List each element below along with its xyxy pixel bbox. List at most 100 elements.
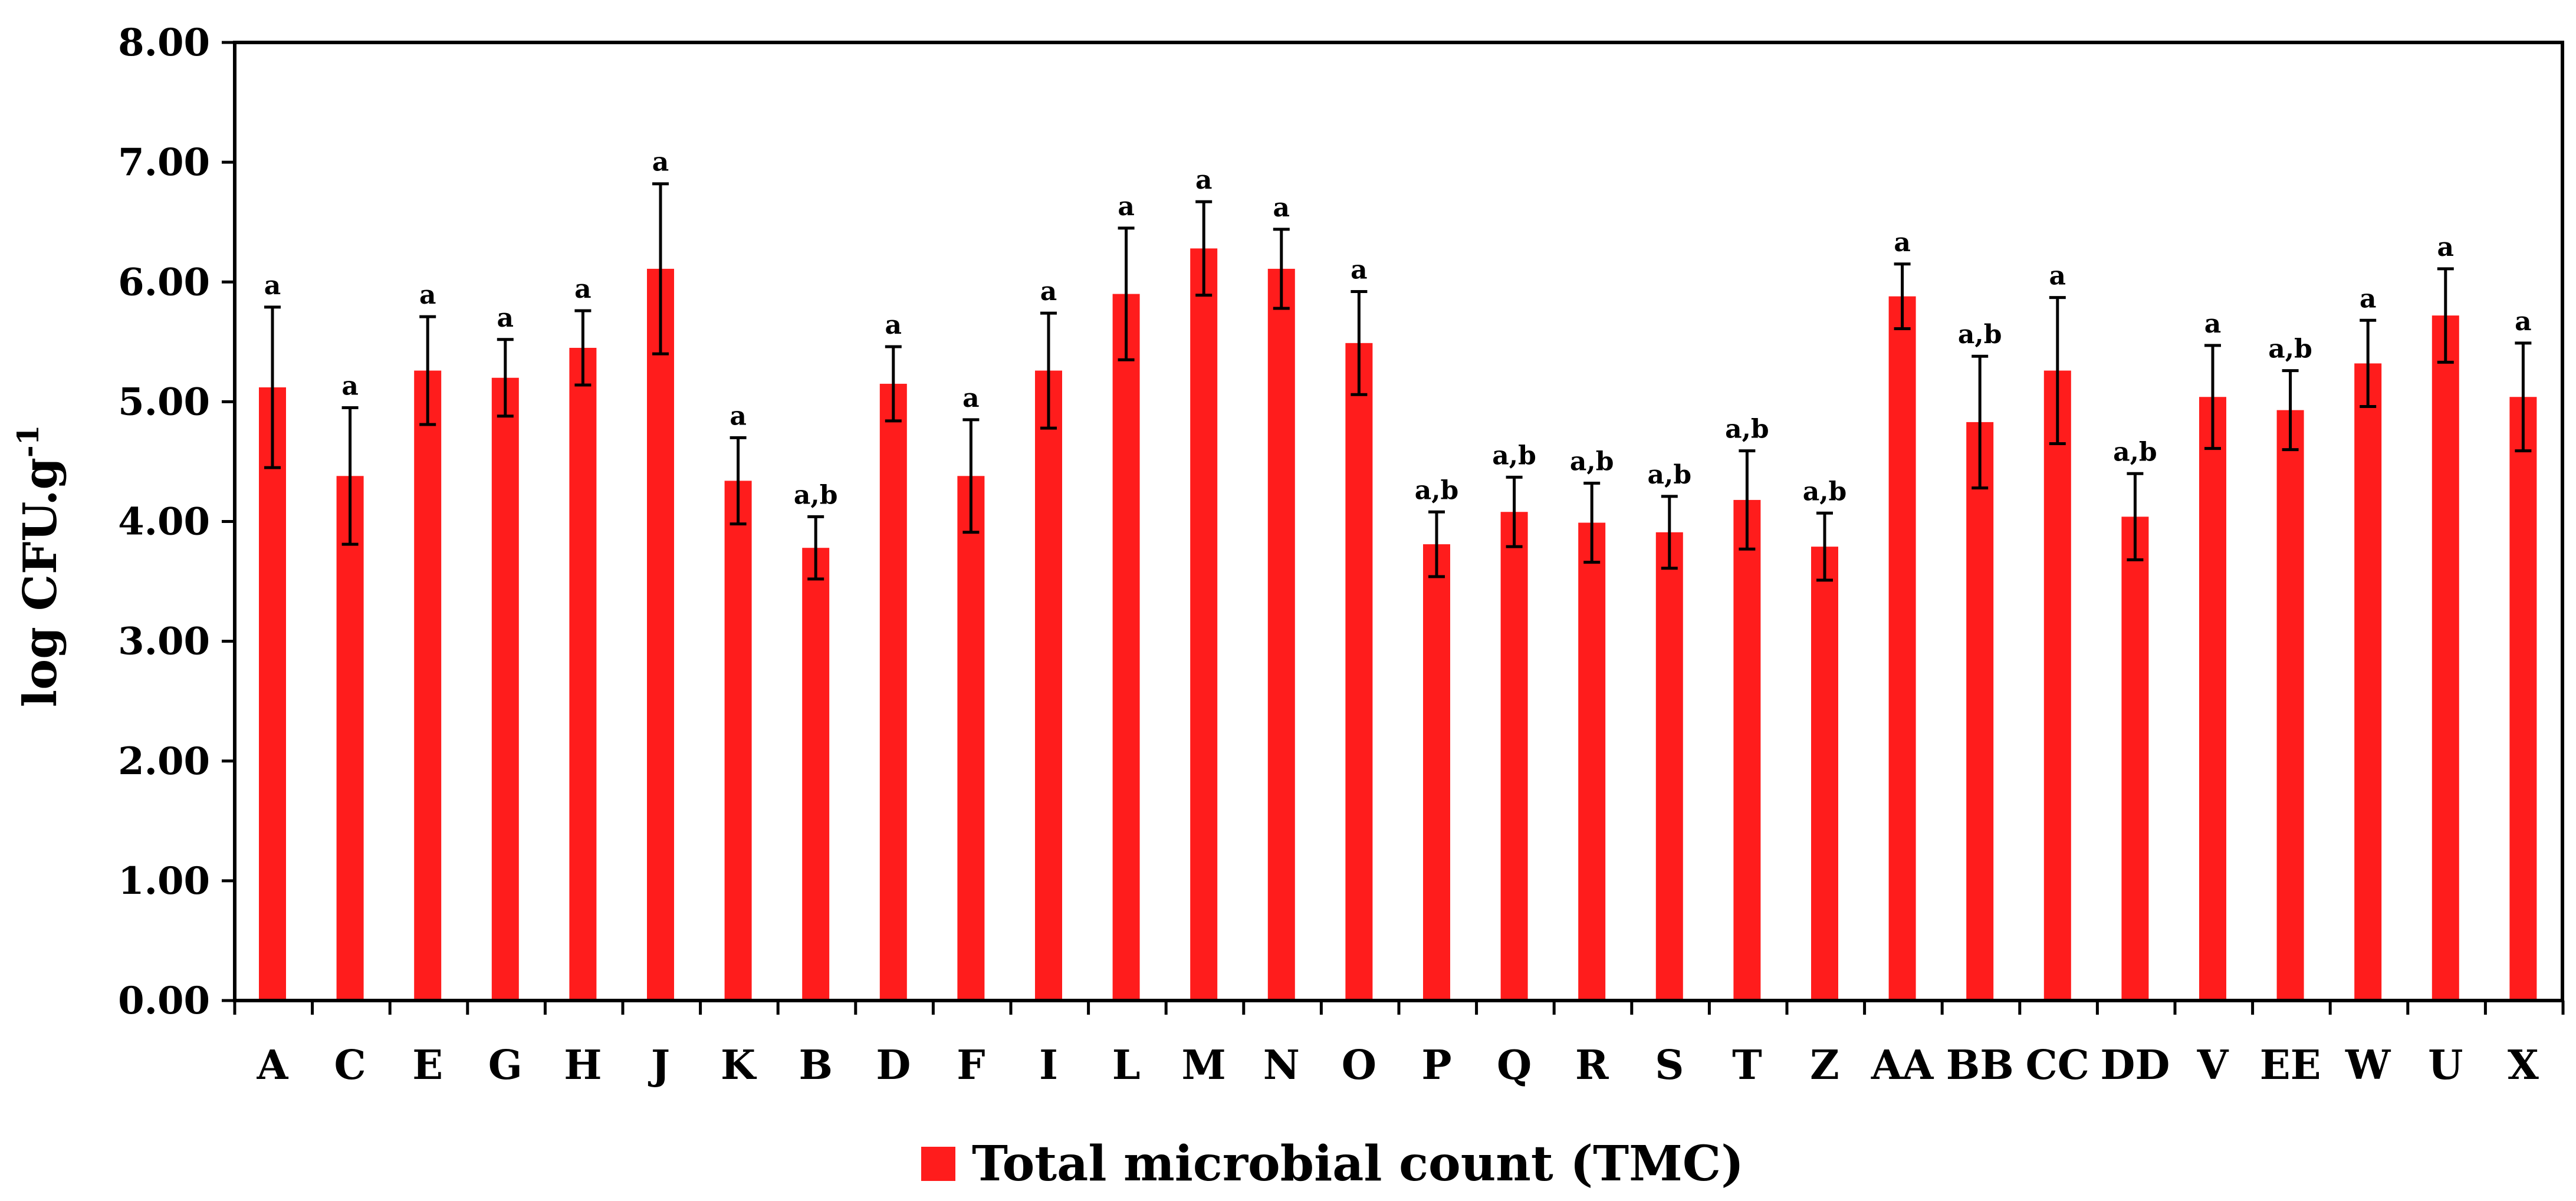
significance-label-EE: a,b [2268,334,2312,364]
error-bar-R [1583,482,1601,564]
bar-Z [1811,547,1838,1001]
x-tick-label-H: H [564,1042,602,1089]
error-bar-T [1739,449,1756,551]
x-tick-label-C: C [334,1042,366,1089]
x-tick-label-N: N [1263,1042,1300,1089]
error-bars-group [264,182,2532,582]
x-tick-label-R: R [1575,1042,1609,1089]
significance-label-F: a [962,383,980,413]
x-tick-label-P: P [1421,1042,1451,1089]
significance-label-I: a [1040,277,1057,307]
significance-label-T: a,b [1725,414,1769,445]
x-tick-label-O: O [1342,1042,1376,1089]
bar-I [1035,370,1062,1001]
bar-DD [2121,516,2149,1001]
significance-label-P: a,b [1415,475,1459,505]
error-bar-E [419,315,436,426]
error-bar-EE [2282,369,2299,452]
significance-label-S: a,b [1648,460,1692,490]
bars-group [259,248,2537,1001]
bar-W [2354,363,2382,1001]
error-bar-N [1273,228,1290,310]
y-tick-label: 1.00 [118,859,210,903]
x-tick-label-M: M [1182,1042,1226,1089]
significance-label-V: a [2204,309,2222,339]
bar-AA [1888,296,1916,1001]
significance-label-K: a [730,401,747,431]
error-bar-O [1351,290,1368,396]
significance-label-Z: a,b [1803,476,1847,506]
significance-label-N: a [1273,193,1290,223]
x-tick-label-B: B [799,1042,832,1089]
y-tick-label: 4.00 [118,500,210,544]
x-tick-label-U: U [2428,1042,2463,1089]
bar-D [879,383,907,1001]
legend-swatch [921,1147,955,1181]
significance-label-C: a [341,371,359,402]
error-bar-U [2437,267,2454,364]
significance-label-M: a [1195,165,1213,195]
y-tick-label: 7.00 [118,140,210,185]
error-bar-Q [1506,475,1523,548]
bar-J [647,268,674,1001]
error-bar-BB [1972,354,1989,490]
x-tick-label-T: T [1732,1042,1762,1089]
bar-A [259,387,286,1001]
x-tick-label-J: J [648,1042,670,1089]
significance-label-A: a [264,271,281,301]
y-axis-label-superscript: -1 [11,425,45,458]
error-bar-I [1040,311,1057,430]
error-bar-B [807,515,824,581]
y-tick-label: 3.00 [118,620,210,664]
bar-S [1655,532,1683,1001]
x-tick-label-K: K [721,1042,757,1089]
significance-label-O: a [1351,255,1368,285]
significance-label-L: a [1118,192,1135,222]
error-bar-P [1428,510,1445,578]
error-bar-K [730,436,747,526]
y-tick-label: 5.00 [118,380,210,424]
x-tick-label-DD: DD [2100,1042,2170,1089]
y-tick-label: 6.00 [118,260,210,304]
error-bar-D [885,345,902,423]
bar-Q [1500,512,1528,1001]
axes-group [222,41,2565,1015]
bar-U [2432,315,2459,1001]
x-tick-label-EE: EE [2260,1042,2321,1089]
bar-N [1267,268,1295,1001]
significance-labels-group: a a a a a a a a,b a a a a a a a a,b a,b a,b a,b a,b a,b a a,b a… [264,147,2532,511]
error-bar-M [1195,200,1213,297]
error-bar-J [652,182,669,356]
x-tick-label-G: G [488,1042,523,1089]
bar-H [569,347,597,1001]
error-bar-L [1118,226,1135,361]
significance-label-BB: a,b [1958,320,2002,350]
error-bar-F [962,418,980,534]
x-tick-label-Q: Q [1497,1042,1532,1089]
error-bar-C [341,406,359,546]
bar-V [2199,397,2226,1001]
significance-label-AA: a [1894,228,1911,258]
bar-CC [2043,370,2071,1001]
error-bar-S [1661,495,1678,570]
x-tick-label-V: V [2197,1042,2229,1089]
significance-label-DD: a,b [2113,437,2157,467]
x-tick-label-L: L [1112,1042,1141,1089]
x-tick-label-F: F [957,1042,985,1089]
bar-T [1733,499,1761,1001]
significance-label-E: a [419,280,436,310]
significance-label-R: a,b [1570,447,1614,477]
x-category-labels-group: A C E G H J K B D F I L M N O P Q R S T Z AA BB CC DD V EE W U X [257,1042,2539,1089]
significance-label-Q: a,b [1492,440,1536,470]
bar-F [957,476,985,1001]
significance-label-D: a [885,310,902,340]
significance-label-H: a [574,274,592,304]
x-tick-label-E: E [412,1042,443,1089]
bar-C [336,476,364,1001]
bar-E [414,370,442,1001]
bar-R [1578,522,1606,1001]
y-tick-labels-group: 0.00 1.00 2.00 3.00 4.00 5.00 6.00 7.00 8.00 [118,21,210,1023]
error-bar-V [2204,344,2221,450]
significance-label-W: a [2360,284,2377,314]
